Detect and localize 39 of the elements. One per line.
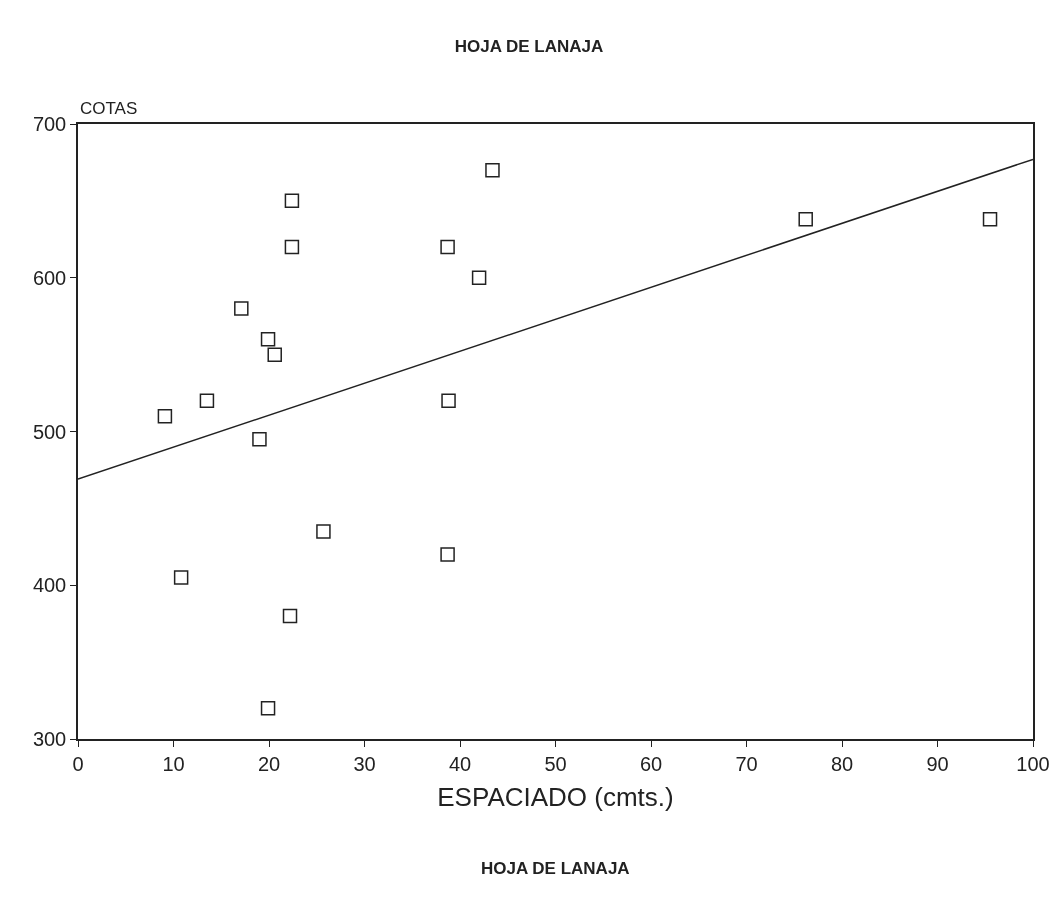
x-tick-label: 10	[162, 752, 185, 775]
x-axis-title: ESPACIADO (cmts.)	[437, 781, 674, 812]
point	[440, 239, 455, 255]
y-tick-label: 500	[32, 420, 67, 443]
point	[260, 701, 276, 716]
y-tick-label: 700	[32, 113, 67, 135]
point	[199, 393, 215, 408]
x-tick-label: 0	[72, 752, 84, 775]
x-tick-label: 60	[639, 752, 663, 775]
point	[316, 524, 331, 539]
y-tick-label: 300	[32, 728, 67, 750]
x-tick-label: 90	[926, 752, 949, 775]
point	[440, 547, 455, 562]
point	[234, 301, 249, 316]
x-tick-label: 100	[1016, 752, 1050, 775]
point	[284, 239, 300, 255]
point	[282, 608, 298, 624]
point	[485, 162, 500, 178]
chart-title: HOJA DE LANAJA	[454, 37, 604, 57]
x-tick-label: 50	[544, 752, 567, 775]
x-tick-label: 70	[735, 752, 758, 775]
y-axis-title: COTAS	[80, 99, 138, 118]
y-tick-label: 400	[32, 574, 67, 597]
point	[798, 212, 813, 227]
x-tick-label: 20	[257, 752, 281, 775]
point	[982, 212, 998, 227]
y-tick-label: 600	[32, 266, 67, 289]
x-tick-label: 80	[830, 752, 854, 775]
point	[471, 270, 487, 285]
text: HOJA DE LANAJA	[481, 859, 630, 878]
point	[173, 570, 189, 585]
point	[284, 193, 300, 209]
point	[252, 431, 267, 447]
point	[267, 347, 282, 362]
point	[157, 408, 173, 424]
x-tick-label: 40	[448, 752, 472, 775]
point	[441, 393, 456, 408]
point	[260, 332, 276, 347]
x-tick-label: 30	[353, 752, 376, 775]
